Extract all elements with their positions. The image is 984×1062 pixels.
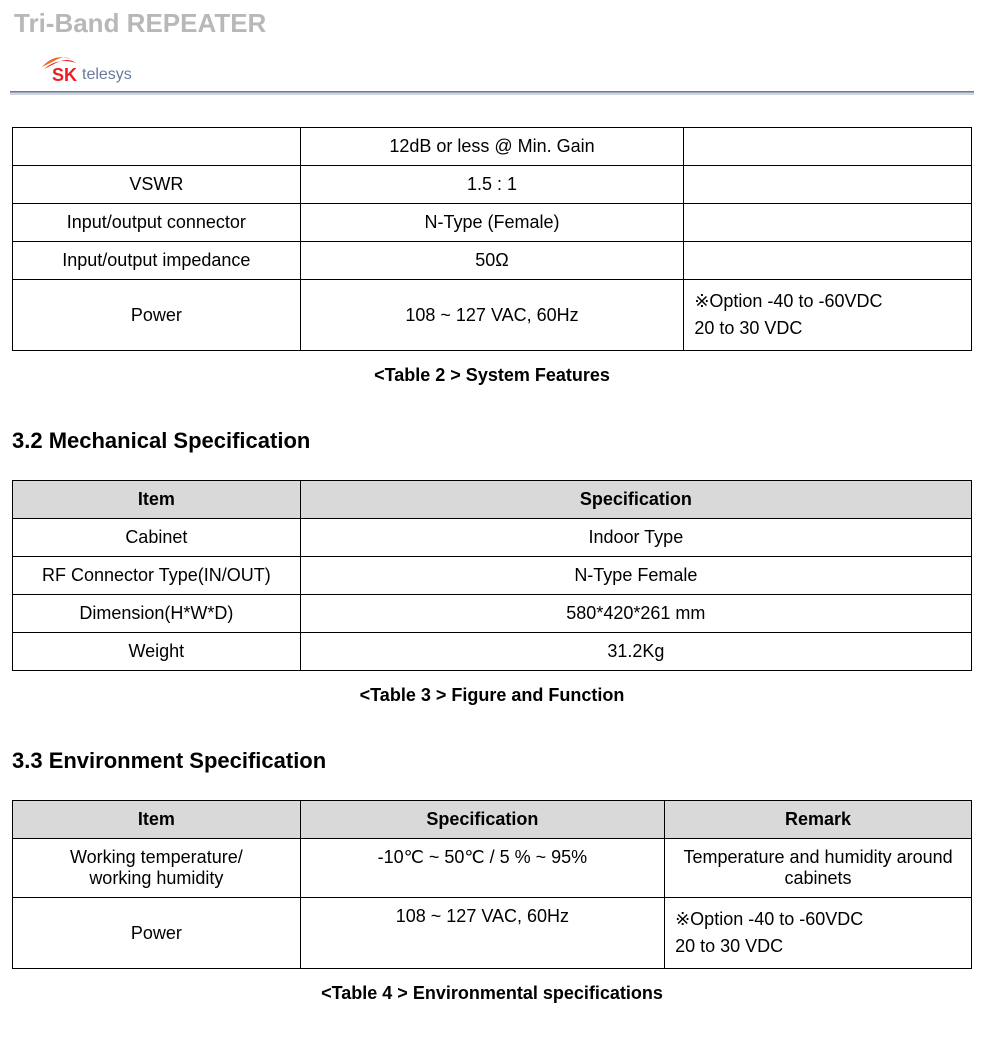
table-caption: <Table 4 > Environmental specifications	[12, 983, 972, 1004]
cell: Cabinet	[13, 519, 301, 557]
page-content: 12dB or less @ Min. Gain VSWR 1.5 : 1 In…	[0, 95, 984, 1034]
table-row: RF Connector Type(IN/OUT) N-Type Female	[13, 557, 972, 595]
column-header: Item	[13, 801, 301, 839]
column-header: Item	[13, 481, 301, 519]
cell	[684, 166, 972, 204]
cell: N-Type (Female)	[300, 204, 684, 242]
cell	[13, 128, 301, 166]
table-row: Power 108 ~ 127 VAC, 60Hz ※Option -40 to…	[13, 898, 972, 969]
table-caption: <Table 3 > Figure and Function	[12, 685, 972, 706]
cell: 580*420*261 mm	[300, 595, 971, 633]
column-header: Remark	[665, 801, 972, 839]
table-row: Input/output connector N-Type (Female)	[13, 204, 972, 242]
environment-spec-table: Item Specification Remark Working temper…	[12, 800, 972, 969]
cell: VSWR	[13, 166, 301, 204]
table-row: Power 108 ~ 127 VAC, 60Hz ※Option -40 to…	[13, 280, 972, 351]
svg-text:SK: SK	[52, 65, 77, 85]
section-heading: 3.3 Environment Specification	[12, 748, 972, 774]
cell: N-Type Female	[300, 557, 971, 595]
cell: 108 ~ 127 VAC, 60Hz	[300, 898, 664, 969]
cell: 50Ω	[300, 242, 684, 280]
table-header-row: Item Specification Remark	[13, 801, 972, 839]
table-row: Input/output impedance 50Ω	[13, 242, 972, 280]
table-caption: <Table 2 > System Features	[12, 365, 972, 386]
sk-telesys-logo: SK telesys	[34, 45, 179, 85]
cell: Weight	[13, 633, 301, 671]
cell: Power	[13, 280, 301, 351]
cell: 1.5 : 1	[300, 166, 684, 204]
table-row: Working temperature/ working humidity -1…	[13, 839, 972, 898]
cell: 31.2Kg	[300, 633, 971, 671]
header-title: Tri-Band REPEATER	[0, 0, 984, 39]
column-header: Specification	[300, 481, 971, 519]
logo-row: SK telesys	[0, 39, 984, 91]
cell	[684, 128, 972, 166]
cell: Temperature and humidity around cabinets	[665, 839, 972, 898]
cell: Indoor Type	[300, 519, 971, 557]
svg-text:telesys: telesys	[82, 66, 132, 83]
cell: Power	[13, 898, 301, 969]
cell: 108 ~ 127 VAC, 60Hz	[300, 280, 684, 351]
table-header-row: Item Specification	[13, 481, 972, 519]
cell: Dimension(H*W*D)	[13, 595, 301, 633]
cell: Input/output impedance	[13, 242, 301, 280]
cell: 12dB or less @ Min. Gain	[300, 128, 684, 166]
cell: RF Connector Type(IN/OUT)	[13, 557, 301, 595]
cell: Input/output connector	[13, 204, 301, 242]
table-row: 12dB or less @ Min. Gain	[13, 128, 972, 166]
table-row: Weight 31.2Kg	[13, 633, 972, 671]
cell: Working temperature/ working humidity	[13, 839, 301, 898]
column-header: Specification	[300, 801, 664, 839]
cell	[684, 242, 972, 280]
cell: -10℃ ~ 50℃ / 5 % ~ 95%	[300, 839, 664, 898]
table-row: Dimension(H*W*D) 580*420*261 mm	[13, 595, 972, 633]
cell: ※Option -40 to -60VDC 20 to 30 VDC	[684, 280, 972, 351]
cell	[684, 204, 972, 242]
mechanical-spec-table: Item Specification Cabinet Indoor Type R…	[12, 480, 972, 671]
table-row: VSWR 1.5 : 1	[13, 166, 972, 204]
cell: ※Option -40 to -60VDC 20 to 30 VDC	[665, 898, 972, 969]
system-features-table: 12dB or less @ Min. Gain VSWR 1.5 : 1 In…	[12, 127, 972, 351]
page-header: Tri-Band REPEATER SK telesys	[0, 0, 984, 95]
table-row: Cabinet Indoor Type	[13, 519, 972, 557]
section-heading: 3.2 Mechanical Specification	[12, 428, 972, 454]
